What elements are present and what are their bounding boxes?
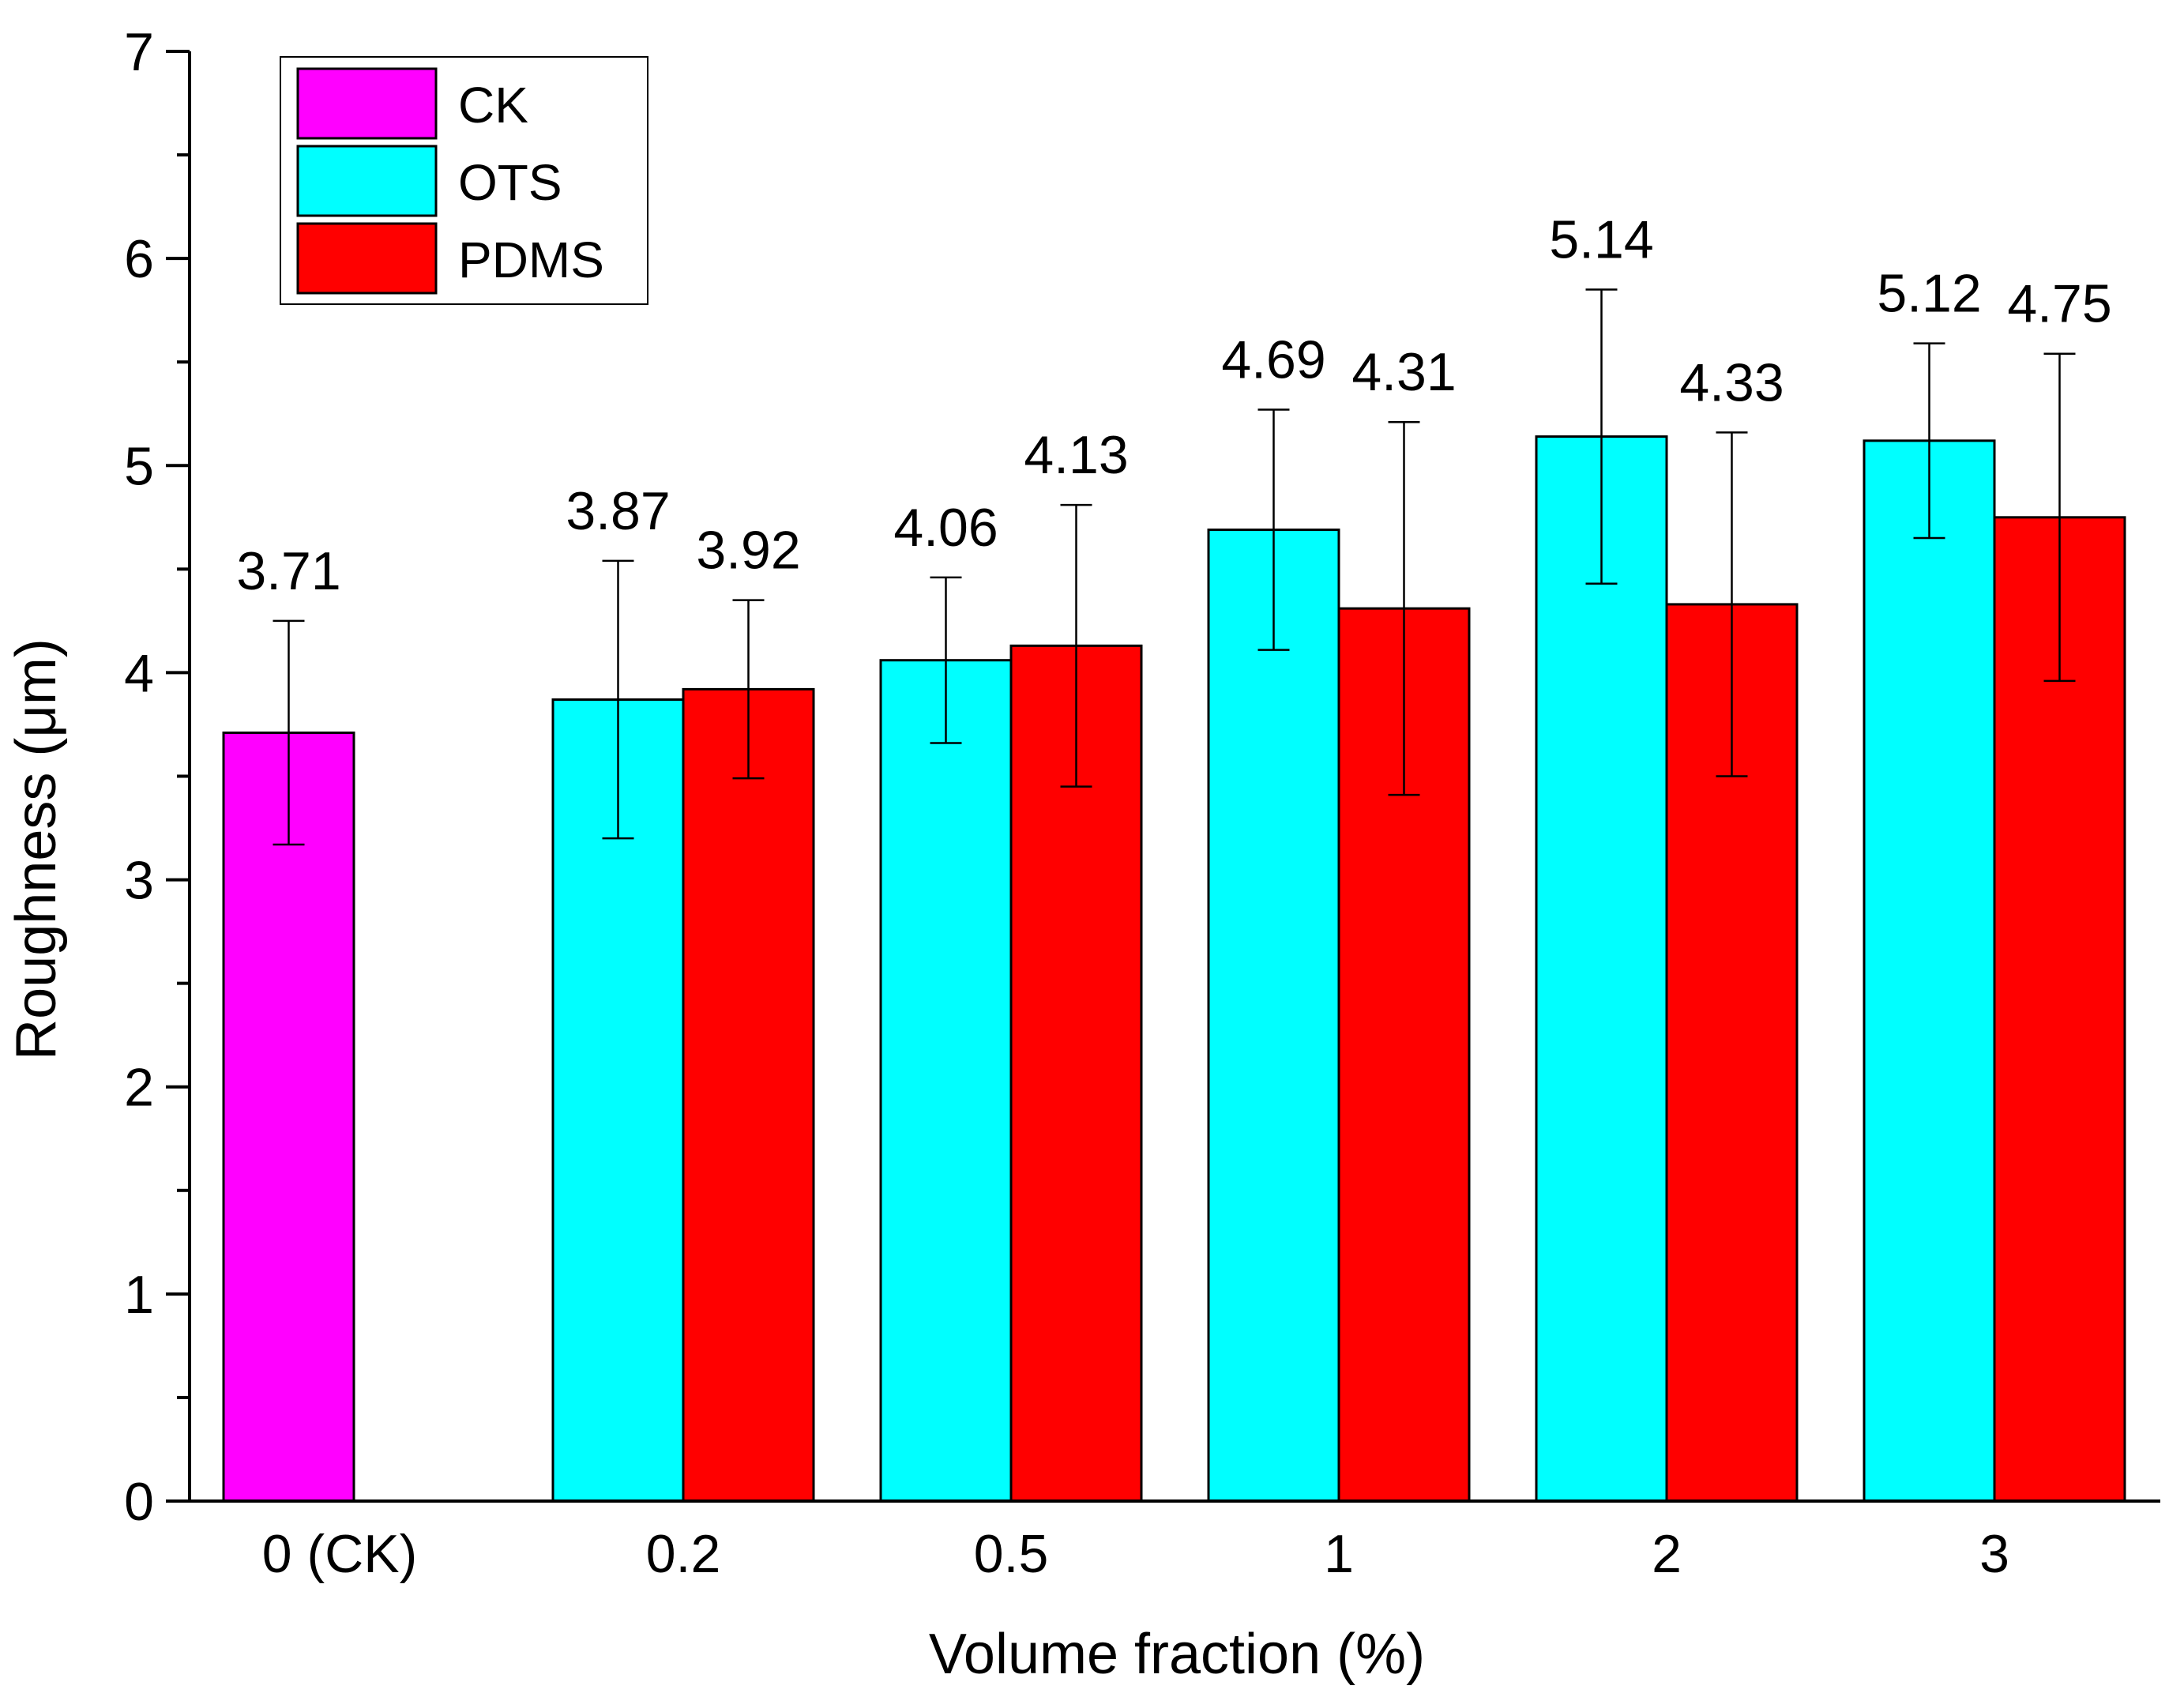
y-tick-label-7: 7 (124, 22, 154, 82)
y-tick-label-3: 3 (124, 851, 154, 911)
y-tick-label-5: 5 (124, 436, 154, 496)
data-label-ots-1: 3.87 (566, 481, 670, 541)
data-label-ots-5: 5.12 (1877, 264, 1981, 324)
y-tick-label-2: 2 (124, 1058, 154, 1118)
data-label-pdms-5: 4.75 (2007, 274, 2111, 334)
legend-swatch-ots (296, 145, 438, 217)
legend-swatch-pdms (296, 222, 438, 295)
legend-swatch-ck (296, 67, 438, 140)
data-label-pdms-3: 4.31 (1351, 342, 1456, 402)
y-axis-title: Roughness (μm) (5, 638, 68, 1060)
bars-layer (222, 435, 2126, 1503)
y-tick-label-6: 6 (124, 229, 154, 289)
data-label-ots-4: 5.14 (1549, 209, 1653, 269)
x-tick-label-4: 2 (1652, 1524, 1682, 1584)
data-label-ots-2: 4.06 (893, 498, 998, 558)
data-label-ck-0: 3.71 (236, 541, 340, 601)
bar-ck-0 (222, 731, 355, 1503)
x-tick-label-0: 0 (CK) (262, 1524, 417, 1584)
bar-pdms-2 (1009, 644, 1143, 1503)
bar-pdms-1 (682, 687, 815, 1503)
y-tick-label-4: 4 (124, 643, 154, 703)
legend: CK OTS PDMS (280, 56, 648, 305)
data-label-pdms-1: 3.92 (696, 521, 800, 581)
data-label-pdms-4: 4.33 (1679, 352, 1784, 412)
x-tick-label-5: 3 (1979, 1524, 2009, 1584)
data-label-ots-3: 4.69 (1221, 330, 1325, 390)
bar-ots-2 (879, 659, 1013, 1503)
legend-label-pdms: PDMS (458, 231, 604, 288)
y-tick-label-0: 0 (124, 1472, 154, 1532)
x-tick-label-1: 0.2 (646, 1524, 721, 1584)
x-tick-label-3: 1 (1324, 1524, 1354, 1584)
data-label-pdms-2: 4.13 (1024, 425, 1128, 485)
data-labels-layer: 3.71 3.87 3.92 4.06 4.13 4.69 4.31 5.14 4.33 5.12… (236, 209, 2111, 600)
axes-layer: 0 1 2 3 4 5 6 7 0 (CK) 0.2 0.5 1 2 3 (124, 22, 2160, 1584)
bar-ots-5 (1863, 439, 1996, 1503)
y-tick-label-1: 1 (124, 1265, 154, 1325)
bar-ots-4 (1535, 435, 1668, 1503)
bar-ots-3 (1207, 529, 1340, 1503)
legend-label-ck: CK (458, 77, 528, 134)
legend-label-ots: OTS (458, 154, 562, 211)
x-axis-title: Volume fraction (%) (929, 1623, 1425, 1686)
error-bars-layer (273, 288, 2076, 846)
x-tick-label-2: 0.5 (974, 1524, 1049, 1584)
